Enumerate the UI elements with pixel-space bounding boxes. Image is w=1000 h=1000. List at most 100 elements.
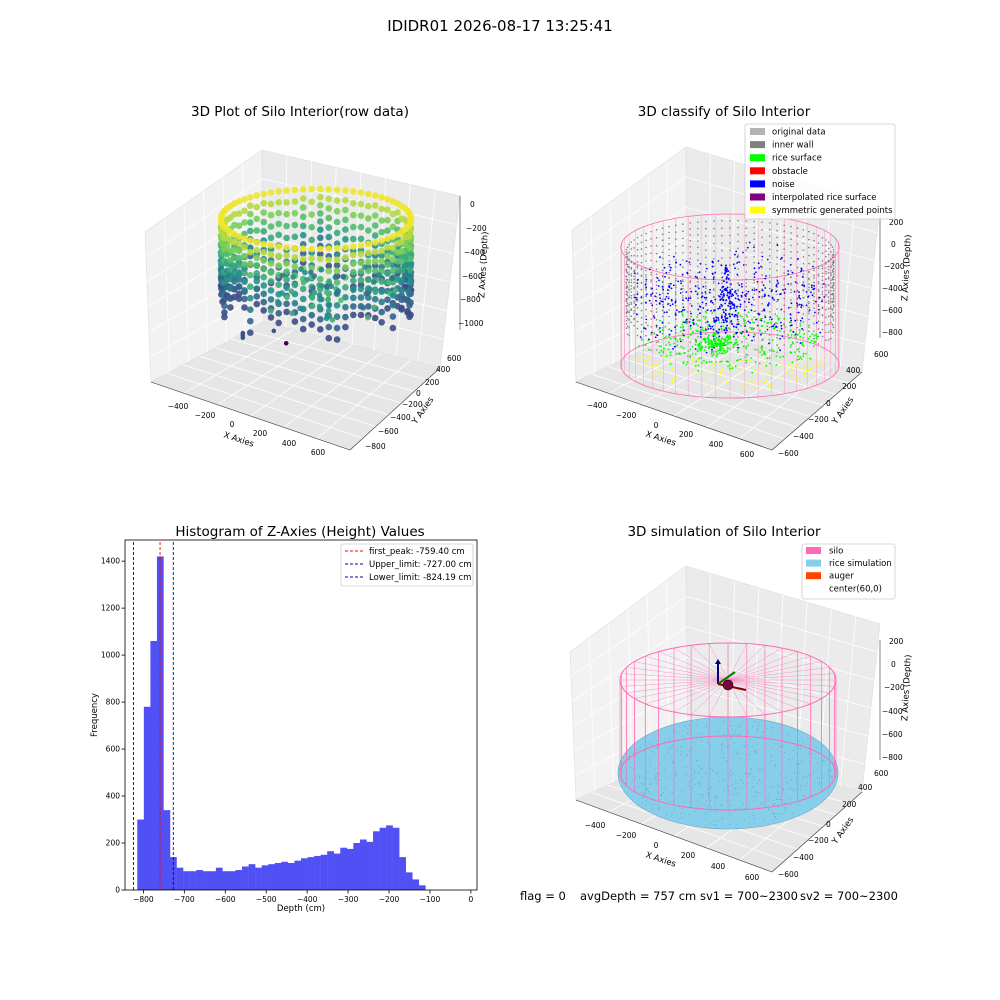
rice-simulation-point: [683, 735, 685, 737]
silo-roof-wire: [727, 679, 798, 709]
classify-y-tick: −400: [793, 432, 814, 441]
classify-rice-surface-point: [665, 344, 667, 347]
classify-inner-wall-point: [830, 300, 832, 303]
classify-noise-point: [680, 282, 682, 285]
classify-inner-wall-point: [625, 311, 627, 314]
raw-data-point: [365, 249, 372, 257]
raw-data-point: [371, 295, 379, 303]
histogram-reference-lines: [133, 540, 174, 890]
classify-noise-point: [718, 328, 721, 331]
classify-inner-wall-point: [808, 300, 810, 303]
classify-rice-surface-point: [699, 346, 702, 349]
classify-inner-wall-point: [776, 249, 778, 252]
classify-rice-surface-point: [815, 334, 818, 336]
classify-rice-surface-point: [769, 362, 771, 365]
classify-symmetric-point: [796, 376, 798, 378]
classify-inner-wall-point: [753, 287, 755, 290]
classify-rice-surface-point: [719, 343, 722, 346]
classify-inner-wall-point: [745, 220, 747, 222]
classify-rice-surface-point: [770, 321, 772, 324]
raw-data-point: [283, 308, 290, 316]
classify-inner-wall-point: [630, 268, 633, 270]
classify-inner-wall-point: [645, 274, 647, 276]
classify-noise-point: [669, 269, 672, 272]
classify-noise-point: [637, 278, 639, 281]
classify-rice-surface-point: [658, 351, 661, 354]
classify-rice-surface-point: [719, 345, 722, 348]
classify-inner-wall-point: [833, 256, 835, 259]
histogram-bar: [215, 867, 223, 890]
classify-inner-wall-point: [821, 314, 824, 316]
classify-noise-point: [722, 311, 725, 314]
rice-simulation-point: [774, 813, 776, 815]
classify-noise-point: [767, 302, 770, 304]
rice-simulation-point: [807, 782, 809, 784]
rice-simulation-point: [778, 790, 779, 792]
classify-inner-wall-point: [626, 286, 629, 289]
raw-data-point: [283, 234, 290, 242]
classify-inner-wall-point: [636, 265, 639, 268]
classify-noise-point: [720, 315, 723, 318]
classify-noise-point: [780, 308, 783, 311]
rice-simulation-point: [628, 756, 630, 757]
legend-label: silo: [829, 547, 843, 557]
classify-y-ticks: −600 −400 −200 0 200 400 600: [778, 350, 889, 458]
gridline: [250, 344, 353, 417]
raw-data-point: [247, 237, 254, 244]
classify-noise-point: [699, 262, 702, 265]
classify-inner-wall-point: [625, 290, 628, 293]
raw-data-point: [279, 290, 285, 296]
sim-x-tick: 200: [681, 851, 696, 860]
rice-simulation-point: [655, 753, 657, 755]
classify-noise-point: [653, 315, 655, 317]
classify-symmetric-point: [759, 370, 762, 373]
raw-data-point: [389, 324, 397, 332]
classify-noise-point: [770, 290, 773, 293]
classify-inner-wall-point: [626, 272, 629, 274]
classify-noise-point: [753, 246, 755, 249]
classify-inner-wall-point: [705, 249, 707, 251]
classify-rice-surface-point: [717, 339, 720, 342]
classify-rice-surface-point: [796, 358, 799, 361]
raw-data-point: [308, 245, 316, 253]
classify-rice-surface-point: [700, 356, 703, 359]
classify-noise-point: [662, 306, 665, 308]
raw-data-point: [275, 199, 283, 206]
silo-roof-wire: [727, 679, 811, 705]
rice-simulation-point: [760, 803, 762, 805]
raw-x-tick: 200: [253, 429, 268, 438]
classify-rice-surface-point: [799, 322, 802, 325]
classify-inner-wall-point: [790, 225, 792, 228]
classify-noise-point: [700, 296, 703, 299]
classify-inner-wall-point: [821, 283, 824, 285]
raw-data-point: [371, 222, 379, 229]
classify-inner-wall-point: [626, 325, 629, 328]
raw-data-point: [267, 260, 275, 267]
rice-simulation-point: [798, 740, 800, 742]
classify-rice-surface-point: [638, 345, 640, 347]
classify-inner-wall-point: [625, 293, 628, 295]
classify-noise-point: [712, 261, 714, 264]
rice-simulation-point: [744, 807, 746, 809]
classify-rice-surface-point: [720, 327, 723, 330]
classify-noise-point: [717, 317, 720, 319]
classify-noise-point: [645, 301, 647, 304]
classify-noise-point: [658, 293, 661, 296]
histogram-x-tick-label: −200: [379, 895, 400, 904]
raw-data-point: [291, 318, 299, 325]
rice-simulation-point: [642, 783, 644, 785]
rice-simulation-point: [729, 745, 731, 747]
classify-inner-wall-point: [831, 278, 834, 281]
classify-rice-surface-point: [674, 337, 677, 339]
rice-simulation-point: [710, 787, 712, 789]
classify-rice-surface-point: [697, 345, 700, 348]
classify-inner-wall-point: [796, 243, 799, 245]
classify-inner-wall-point: [817, 343, 820, 345]
rice-simulation-point: [674, 809, 676, 811]
classify-rice-surface-point: [798, 347, 800, 350]
raw-data-point: [241, 295, 248, 303]
rice-simulation-point: [689, 802, 691, 804]
silo-roof-wire: [727, 667, 830, 681]
raw-data-point: [342, 294, 349, 301]
